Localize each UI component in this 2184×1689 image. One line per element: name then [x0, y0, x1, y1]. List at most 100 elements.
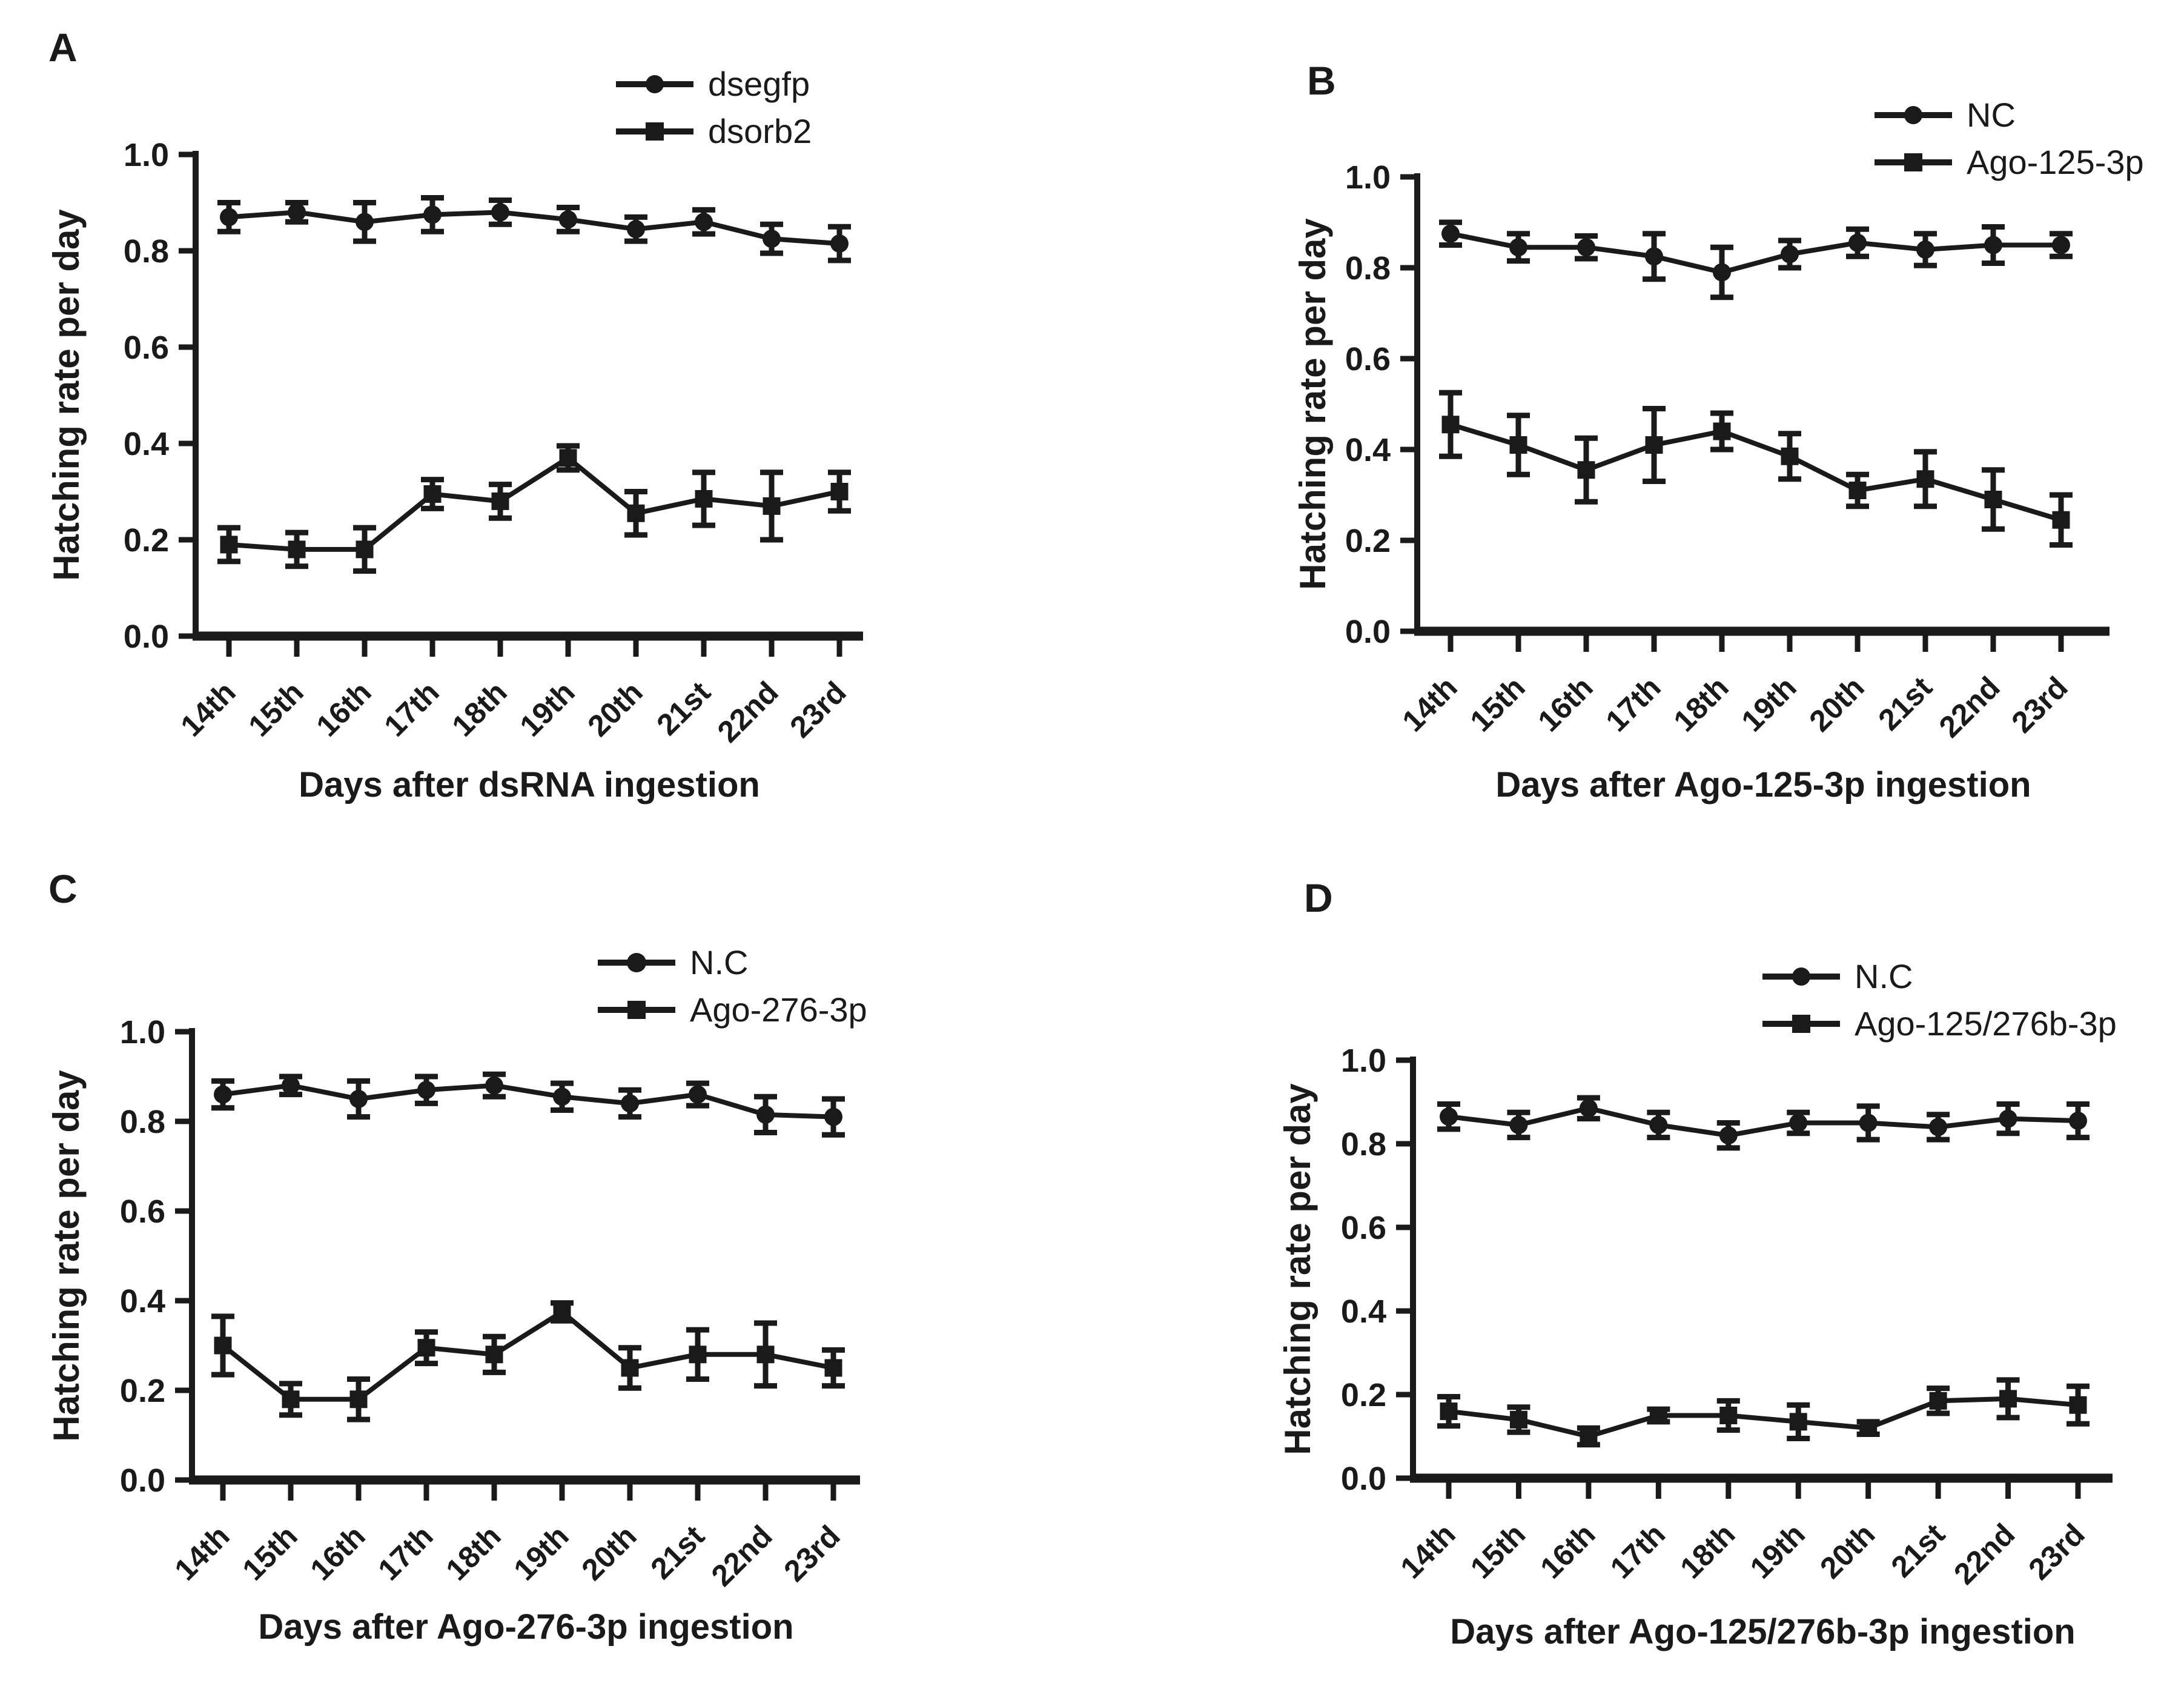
- y-tick-label: 1.0: [1345, 159, 1391, 196]
- y-tick-label: 0.0: [1341, 1461, 1386, 1497]
- marker-square: [2052, 511, 2070, 529]
- x-tick-label: 16th: [1531, 670, 1599, 738]
- marker-square: [214, 1336, 232, 1355]
- x-tick-label: 20th: [581, 675, 649, 743]
- marker-circle: [621, 1094, 639, 1113]
- x-axis-title: Days after Ago-276-3p ingestion: [258, 1607, 794, 1647]
- marker-circle: [1645, 247, 1663, 266]
- chart-plot-a: 0.0 0.2 0.4 0.6 0.8 1.0 14th 15th 16th 17th 18th 19…: [124, 137, 863, 749]
- marker-square: [1999, 1390, 2017, 1408]
- y-tick-label: 0.6: [120, 1193, 165, 1230]
- marker-circle: [1649, 1115, 1668, 1134]
- legend-entry: dsegfp: [615, 67, 812, 101]
- y-tick-label: 0.0: [124, 619, 169, 655]
- marker-circle: [559, 210, 577, 229]
- legend-marker-square-icon: [1762, 1015, 1840, 1033]
- marker-circle: [2069, 1112, 2087, 1130]
- marker-circle: [220, 208, 238, 227]
- marker-circle: [695, 213, 713, 231]
- x-tick-label: 21st: [1885, 1517, 1952, 1584]
- legend-marker-circle-icon: [598, 953, 675, 972]
- panel-label-b: B: [1307, 58, 1336, 103]
- y-tick-label: 0.8: [124, 233, 169, 270]
- marker-circle: [689, 1085, 707, 1104]
- marker-square: [559, 449, 577, 467]
- marker-circle: [1999, 1109, 2017, 1128]
- chart-plot-b: 0.0 0.2 0.4 0.6 0.8 1.0 14th 15th 16th 17th 18th 19…: [1345, 159, 2110, 744]
- x-tick-label: 19th: [507, 1519, 575, 1587]
- series-line-dsorb2: [228, 454, 840, 552]
- legend-marker-square-icon: [1875, 153, 1952, 171]
- x-tick-label: 22nd: [705, 1519, 779, 1593]
- marker-circle: [1781, 245, 1799, 264]
- series-line-dsegfp: [228, 210, 840, 247]
- marker-circle: [1916, 241, 1934, 259]
- y-tick-label: 0.0: [120, 1462, 165, 1499]
- panel-label-d: D: [1304, 875, 1333, 920]
- panel-d: D N.C Ago-125/276b-3p Hatching rate per …: [1092, 844, 2184, 1689]
- marker-square: [763, 497, 781, 515]
- y-tick-label: 0.8: [1341, 1126, 1386, 1163]
- x-axis-title: Days after dsRNA ingestion: [299, 765, 760, 805]
- marker-square: [1719, 1407, 1738, 1424]
- marker-square: [288, 540, 306, 559]
- marker-square: [1859, 1419, 1878, 1437]
- marker-square: [695, 489, 713, 508]
- y-tick-label: 0.0: [1345, 614, 1391, 650]
- y-tick-label: 0.6: [1341, 1210, 1386, 1246]
- marker-circle: [824, 1107, 842, 1126]
- marker-circle: [1440, 1107, 1458, 1126]
- marker-circle: [627, 220, 645, 239]
- marker-square: [1929, 1392, 1947, 1410]
- legend-label: dsorb2: [708, 112, 812, 150]
- legend-d: N.C Ago-125/276b-3p: [1761, 960, 2117, 1041]
- x-tick-label: 19th: [1744, 1517, 1812, 1585]
- marker-square: [423, 485, 442, 503]
- series-line-Ago-125-3p: [1449, 422, 2062, 523]
- marker-square: [1781, 447, 1799, 465]
- x-tick-label: 22nd: [711, 675, 785, 749]
- legend-marker-square-icon: [616, 122, 693, 141]
- panel-label-a: A: [48, 25, 78, 70]
- marker-square: [491, 492, 509, 510]
- legend-a: dsegfp dsorb2: [615, 67, 812, 148]
- legend-label: Ago-125-3p: [1967, 143, 2144, 181]
- x-tick-label: 15th: [236, 1519, 303, 1587]
- x-tick-label: 22nd: [1947, 1517, 2021, 1591]
- series-line-N.C: [1448, 1106, 2079, 1138]
- marker-circle: [282, 1076, 300, 1095]
- legend-marker-circle-icon: [616, 75, 693, 93]
- x-tick-label: 20th: [1813, 1517, 1881, 1585]
- y-tick-label: 0.8: [120, 1104, 165, 1140]
- marker-square: [1645, 436, 1663, 454]
- y-tick-label: 0.4: [124, 426, 169, 462]
- marker-square: [689, 1346, 707, 1364]
- marker-circle: [1579, 1099, 1598, 1118]
- legend-entry: dsorb2: [615, 114, 812, 148]
- x-tick-label: 18th: [1667, 670, 1735, 738]
- x-tick-label: 14th: [1395, 670, 1463, 738]
- marker-square: [1789, 1413, 1807, 1431]
- marker-circle: [485, 1076, 503, 1095]
- x-tick-label: 16th: [1534, 1517, 1601, 1585]
- legend-label: Ago-276-3p: [690, 991, 867, 1029]
- panel-b: B NC Ago-125-3p Hatching rate per day 0.…: [1092, 0, 2184, 844]
- marker-square: [553, 1303, 571, 1321]
- x-tick-label: 14th: [174, 675, 242, 743]
- marker-circle: [1719, 1126, 1738, 1145]
- legend-entry: NC: [1873, 98, 2144, 132]
- marker-circle: [356, 213, 374, 231]
- y-tick-label: 1.0: [120, 1014, 165, 1050]
- legend-label: dsegfp: [708, 65, 810, 103]
- x-tick-label: 20th: [575, 1519, 643, 1587]
- panel-c: C N.C Ago-276-3p Hatching rate per day 0…: [0, 844, 1092, 1689]
- y-tick-label: 0.2: [1345, 523, 1391, 559]
- x-tick-label: 23rd: [783, 675, 852, 744]
- marker-circle: [1441, 224, 1460, 243]
- marker-circle: [1929, 1118, 1948, 1137]
- x-tick-label: 15th: [1464, 1517, 1532, 1585]
- marker-square: [1509, 436, 1527, 454]
- marker-square: [1713, 422, 1731, 440]
- marker-square: [356, 540, 374, 559]
